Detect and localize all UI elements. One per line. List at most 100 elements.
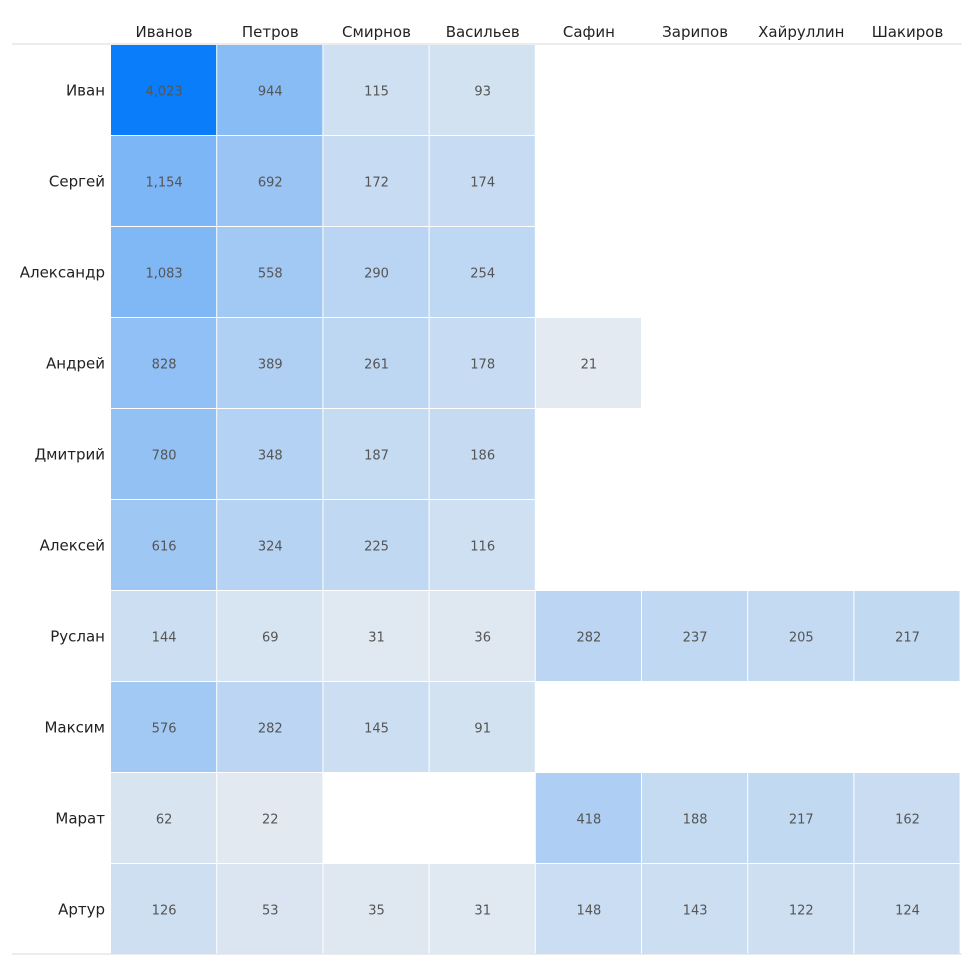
cell-value-label: 237	[683, 631, 708, 646]
cell-value-label: 172	[364, 176, 389, 191]
heatmap-cell	[642, 591, 748, 681]
cell-value-label: 290	[364, 267, 389, 282]
cell-value-label: 145	[364, 722, 389, 737]
row-label: Артур	[58, 901, 105, 919]
heatmap-cell	[111, 227, 217, 317]
heatmap-cell	[748, 591, 854, 681]
column-label: Зарипов	[662, 23, 728, 41]
cell-value-label: 178	[470, 358, 495, 373]
heatmap-cell	[323, 318, 429, 408]
cell-value-label: 116	[470, 540, 495, 555]
cell-value-label: 692	[258, 176, 283, 191]
heatmap-cell	[111, 591, 217, 681]
cell-value-label: 122	[789, 904, 814, 919]
heatmap-cell	[111, 500, 217, 590]
cell-value-label: 324	[258, 540, 283, 555]
column-label: Васильев	[446, 23, 520, 41]
heatmap-cells: 4,023 944 115 93 1,154 692 172 174 1,083 558 290 25…	[111, 45, 960, 954]
row-label: Иван	[66, 82, 105, 100]
cell-value-label: 418	[576, 813, 601, 828]
row-label: Александр	[20, 264, 105, 282]
heatmap-cell	[217, 682, 323, 772]
heatmap-cell	[429, 318, 535, 408]
heatmap-cell	[642, 773, 748, 863]
heatmap-cell	[111, 409, 217, 499]
cell-value-label: 389	[258, 358, 283, 373]
cell-value-label: 780	[152, 449, 177, 464]
heatmap-cell	[429, 500, 535, 590]
heatmap-cell	[748, 864, 854, 954]
cell-value-label: 254	[470, 267, 495, 282]
heatmap-cell	[111, 773, 217, 863]
cell-value-label: 143	[683, 904, 708, 919]
cell-value-label: 828	[152, 358, 177, 373]
heatmap-cell	[323, 227, 429, 317]
cell-value-label: 35	[368, 904, 385, 919]
column-label: Петров	[242, 23, 299, 41]
heatmap-cell	[323, 409, 429, 499]
heatmap-cell	[429, 864, 535, 954]
heatmap-cell	[323, 591, 429, 681]
cell-value-label: 261	[364, 358, 389, 373]
heatmap-cell	[429, 45, 535, 135]
cell-value-label: 217	[895, 631, 920, 646]
cell-value-label: 944	[258, 85, 283, 100]
cell-value-label: 31	[368, 631, 385, 646]
row-labels: Иван Сергей Александр Андрей Дмитрий Алексей Р…	[20, 82, 106, 919]
heatmap-cell	[217, 318, 323, 408]
cell-value-label: 91	[474, 722, 491, 737]
column-label: Шакиров	[872, 23, 944, 41]
cell-value-label: 4,023	[145, 85, 182, 100]
cell-value-label: 1,154	[145, 176, 182, 191]
row-label: Сергей	[49, 173, 105, 191]
cell-value-label: 148	[576, 904, 601, 919]
heatmap-cell	[429, 591, 535, 681]
row-label: Максим	[44, 719, 105, 737]
heatmap-cell	[217, 45, 323, 135]
cell-value-label: 348	[258, 449, 283, 464]
cell-value-label: 576	[152, 722, 177, 737]
cell-value-label: 62	[156, 813, 173, 828]
column-label: Сафин	[563, 23, 615, 41]
heatmap-cell	[111, 318, 217, 408]
cell-value-label: 144	[152, 631, 177, 646]
heatmap-cell	[429, 227, 535, 317]
cell-value-label: 124	[895, 904, 920, 919]
heatmap-cell	[217, 773, 323, 863]
cell-value-label: 282	[258, 722, 283, 737]
cell-value-label: 31	[474, 904, 491, 919]
heatmap-cell	[429, 136, 535, 226]
cell-value-label: 186	[470, 449, 495, 464]
heatmap-cell	[535, 773, 641, 863]
cell-value-label: 162	[895, 813, 920, 828]
heatmap-cell	[111, 136, 217, 226]
heatmap-cell	[111, 864, 217, 954]
heatmap-cell	[217, 136, 323, 226]
cell-value-label: 282	[576, 631, 601, 646]
cell-value-label: 22	[262, 813, 279, 828]
heatmap-cell	[217, 864, 323, 954]
cell-value-label: 558	[258, 267, 283, 282]
heatmap-cell	[535, 318, 641, 408]
cell-value-label: 21	[581, 358, 598, 373]
column-label: Смирнов	[342, 23, 411, 41]
heatmap-cell	[217, 227, 323, 317]
row-label: Алексей	[40, 537, 105, 555]
row-label: Дмитрий	[34, 446, 105, 464]
heatmap-cell	[535, 591, 641, 681]
heatmap-cell	[429, 409, 535, 499]
heatmap-cell	[323, 136, 429, 226]
cell-value-label: 217	[789, 813, 814, 828]
cell-value-label: 205	[789, 631, 814, 646]
cell-value-label: 126	[152, 904, 177, 919]
heatmap-cell	[217, 500, 323, 590]
cell-value-label: 187	[364, 449, 389, 464]
heatmap-cell	[323, 682, 429, 772]
heatmap-cell	[854, 864, 960, 954]
cell-value-label: 93	[474, 85, 491, 100]
column-label: Иванов	[136, 23, 193, 41]
heatmap-cell	[217, 591, 323, 681]
heatmap-cell	[642, 864, 748, 954]
heatmap-cell	[217, 409, 323, 499]
